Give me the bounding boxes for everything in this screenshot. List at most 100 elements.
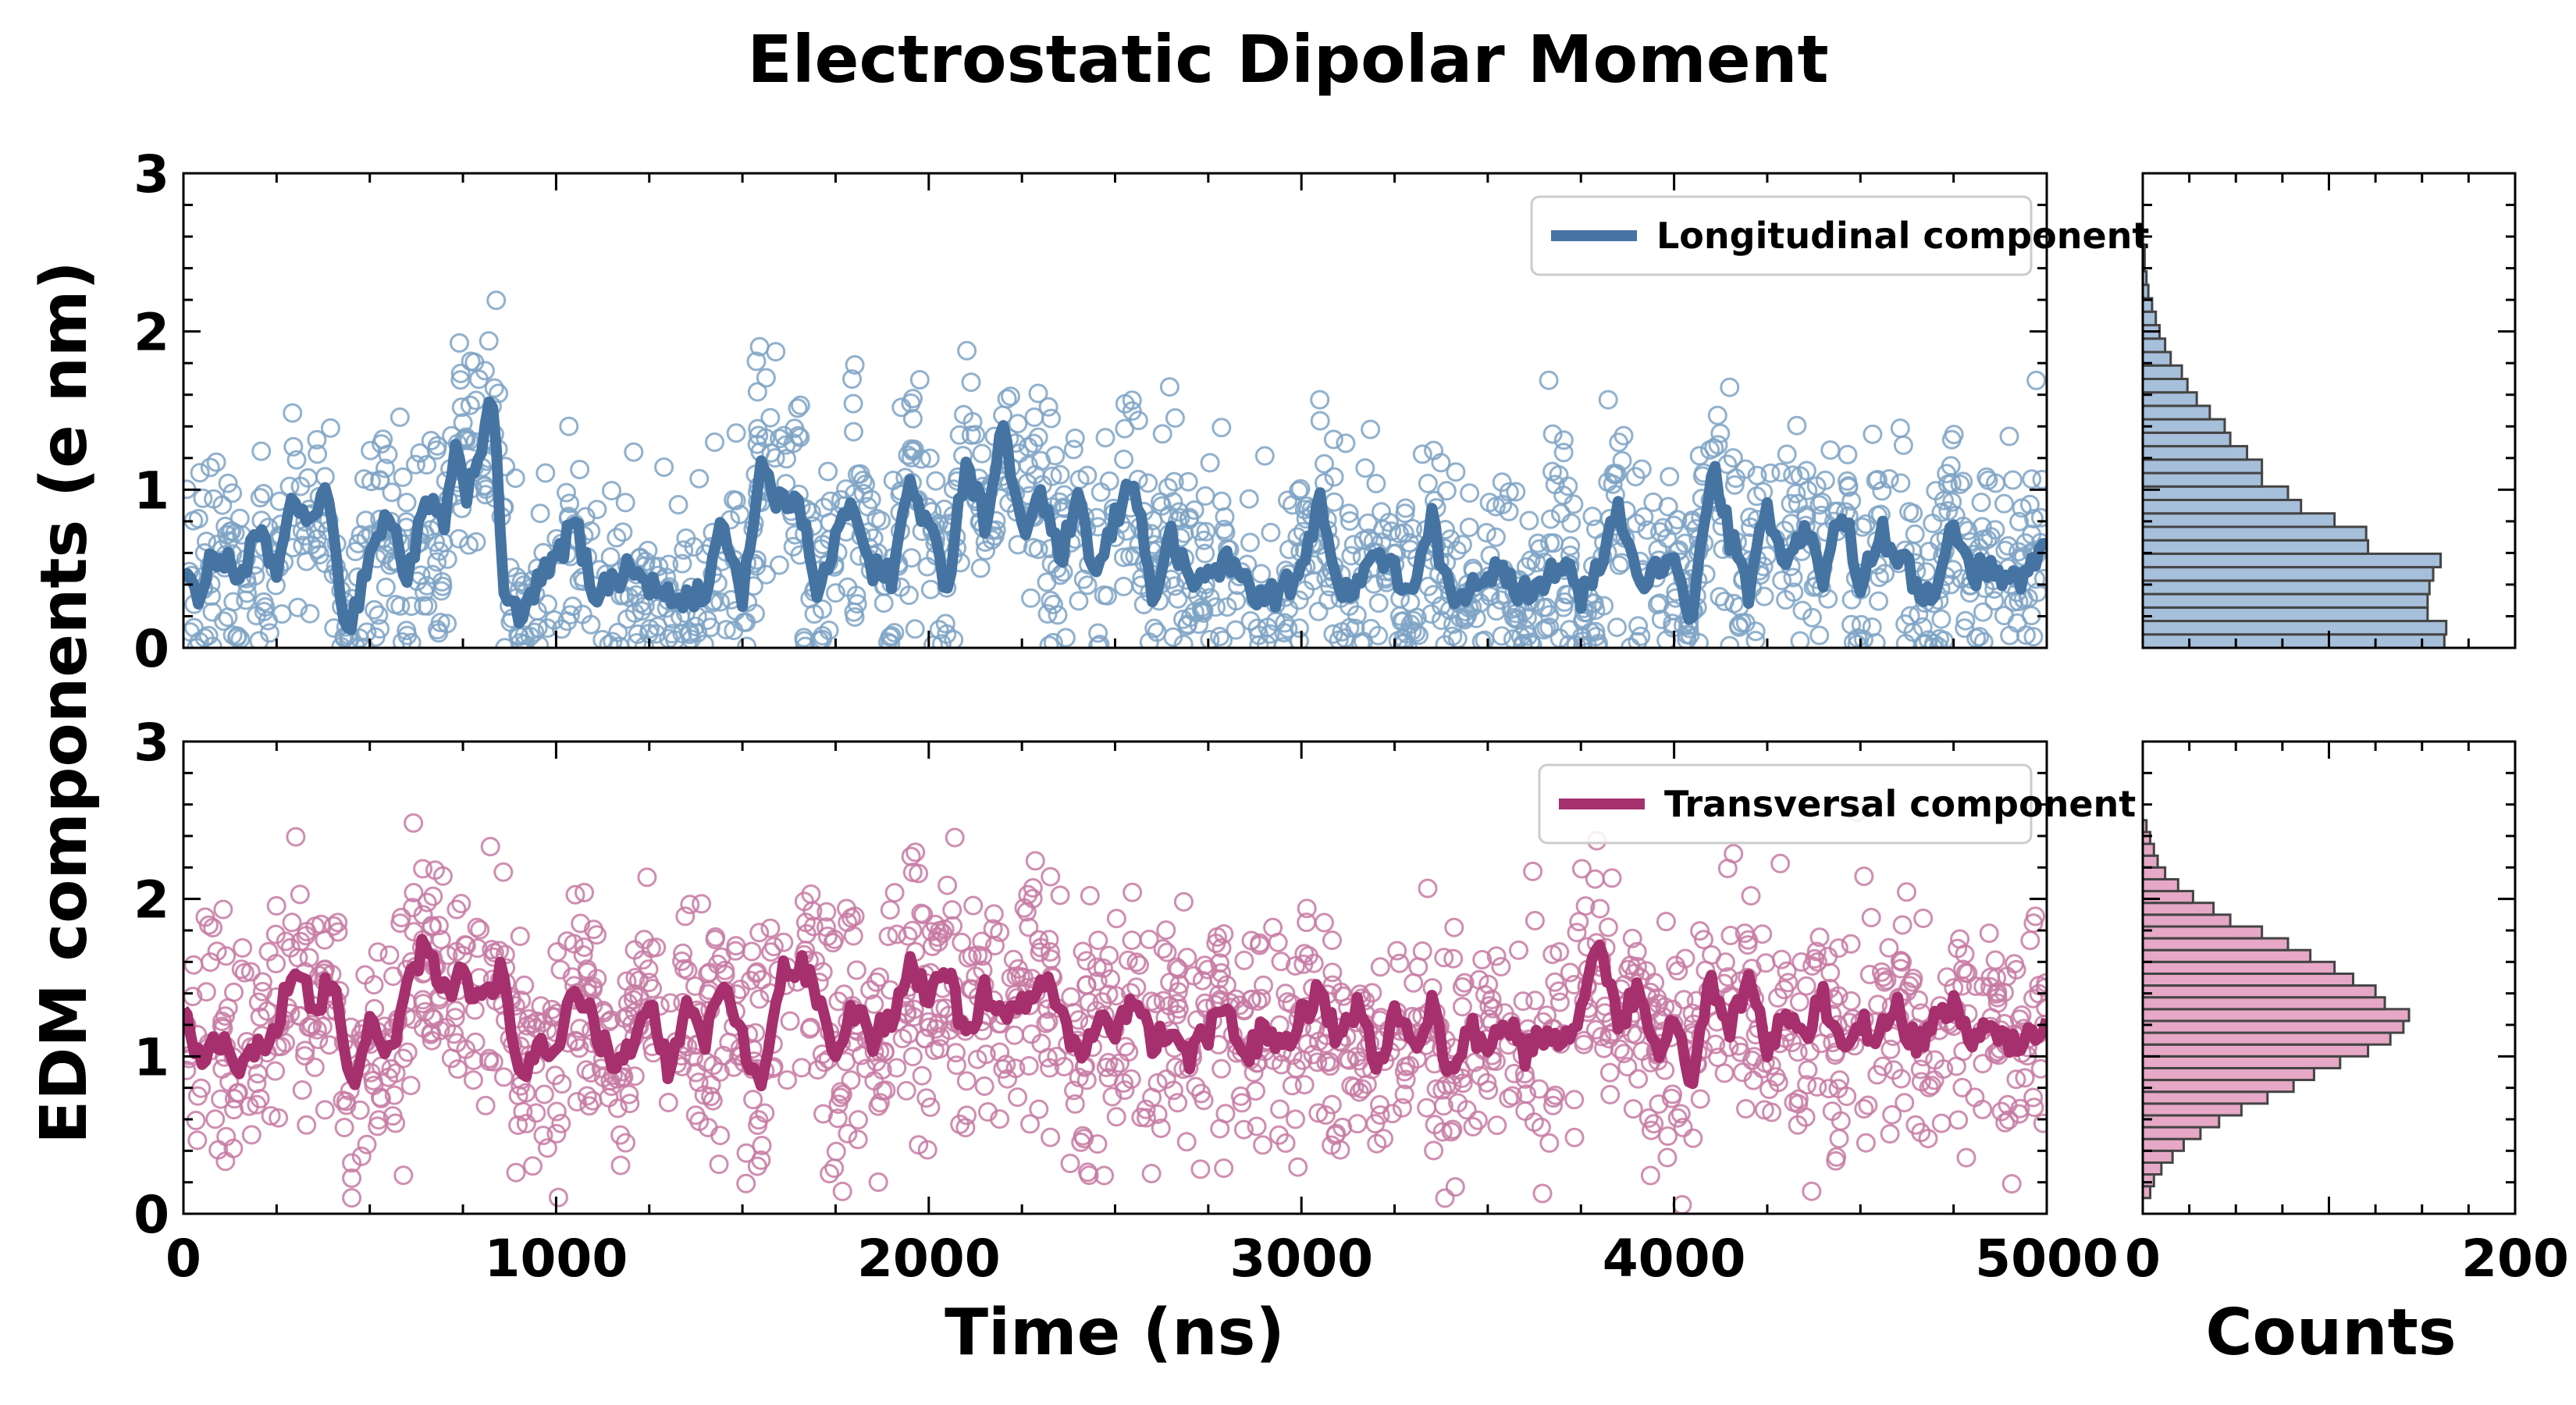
scatter-point bbox=[283, 403, 303, 423]
scatter-point bbox=[410, 443, 430, 463]
scatter-point bbox=[1120, 546, 1140, 567]
scatter-point bbox=[565, 884, 585, 905]
hist-bar bbox=[2141, 404, 2211, 421]
scatter-point bbox=[2015, 1068, 2035, 1088]
scatter-point bbox=[724, 621, 744, 641]
scatter-point bbox=[680, 895, 700, 915]
legend-box bbox=[1530, 195, 2033, 276]
scatter-point bbox=[1088, 930, 1108, 951]
x-tick-label: 2000 bbox=[857, 1229, 1001, 1289]
scatter-point bbox=[1038, 1012, 1059, 1032]
scatter-point bbox=[710, 592, 731, 612]
scatter-point bbox=[1453, 1073, 1473, 1094]
scatter-point bbox=[1144, 618, 1165, 638]
scatter-point bbox=[1877, 970, 1897, 991]
scatter-point bbox=[1637, 520, 1657, 540]
scatter-point bbox=[751, 1150, 771, 1170]
scatter-point bbox=[1339, 503, 1359, 524]
scatter-point bbox=[333, 1090, 353, 1111]
scatter-point bbox=[1138, 473, 1158, 493]
scatter-point bbox=[724, 1057, 744, 1077]
scatter-point bbox=[1772, 571, 1792, 591]
scatter-point bbox=[1830, 1070, 1850, 1090]
scatter-point bbox=[776, 435, 796, 455]
scatter-point bbox=[1041, 866, 1061, 887]
scatter-point bbox=[1168, 589, 1188, 609]
scatter-point bbox=[559, 416, 579, 436]
scatter-point bbox=[1776, 590, 1796, 610]
scatter-point bbox=[1069, 591, 1089, 611]
scatter-point bbox=[535, 463, 556, 483]
scatter-point bbox=[475, 361, 495, 381]
scatter-point bbox=[552, 1074, 572, 1094]
scatter-point bbox=[250, 1007, 270, 1027]
y-tick-label: 2 bbox=[133, 870, 169, 930]
hist-bar bbox=[2141, 1008, 2411, 1023]
scatter-point bbox=[1050, 464, 1070, 485]
scatter-point bbox=[265, 1061, 286, 1081]
scatter-point bbox=[1366, 474, 1386, 493]
scatter-point bbox=[1212, 418, 1232, 438]
scatter-point bbox=[1196, 521, 1216, 542]
scatter-point bbox=[1987, 987, 2008, 1008]
scatter-point bbox=[1640, 1165, 1660, 1186]
scatter-point bbox=[916, 1088, 937, 1108]
scatter-point bbox=[752, 1136, 772, 1155]
scatter-point bbox=[749, 336, 770, 357]
scatter-point bbox=[1550, 992, 1570, 1012]
scatter-point bbox=[379, 945, 400, 966]
scatter-point bbox=[1382, 1104, 1403, 1124]
scatter-point bbox=[1159, 996, 1179, 1016]
scatter-point bbox=[1076, 975, 1097, 995]
scatter-point bbox=[1807, 951, 1827, 972]
transversal-histogram: 0 200 bbox=[2125, 740, 2569, 1289]
scatter-point bbox=[909, 863, 929, 884]
scatter-point bbox=[348, 533, 368, 553]
scatter-point bbox=[1274, 623, 1294, 643]
scatter-point bbox=[1239, 489, 1259, 509]
scatter-point bbox=[510, 633, 530, 648]
scatter-point bbox=[1872, 481, 1892, 501]
scatter-point bbox=[368, 1110, 389, 1130]
scatter-point bbox=[1863, 424, 1883, 444]
scatter-point bbox=[1781, 493, 1801, 514]
scatter-point bbox=[1209, 969, 1229, 989]
scatter-point bbox=[1446, 540, 1467, 560]
scatter-point bbox=[1452, 997, 1472, 1017]
scatter-point bbox=[365, 599, 384, 620]
scatter-point bbox=[913, 905, 934, 925]
scatter-point bbox=[1048, 605, 1068, 625]
scatter-point bbox=[1043, 595, 1063, 614]
scatter-point bbox=[1010, 966, 1030, 987]
scatter-point bbox=[1807, 1076, 1827, 1097]
scatter-point bbox=[480, 837, 500, 857]
scatter-point bbox=[842, 369, 862, 389]
scatter-point bbox=[1827, 1147, 1847, 1167]
scatter-point bbox=[569, 1038, 589, 1058]
scatter-point bbox=[1049, 492, 1069, 512]
y-tick-label: 0 bbox=[133, 619, 169, 679]
scatter-point bbox=[218, 473, 238, 493]
scatter-point bbox=[1723, 448, 1743, 468]
scatter-point bbox=[1910, 1059, 1930, 1080]
scatter-point bbox=[619, 1084, 639, 1104]
scatter-point bbox=[1315, 454, 1334, 474]
scatter-point bbox=[381, 1058, 401, 1079]
scatter-point bbox=[301, 1017, 321, 1037]
scatter-point bbox=[658, 1093, 678, 1112]
scatter-point bbox=[1354, 631, 1373, 648]
scatter-point bbox=[1789, 992, 1809, 1012]
scatter-point bbox=[261, 1106, 281, 1126]
scatter-point bbox=[1880, 1039, 1901, 1059]
scatter-point bbox=[505, 468, 525, 489]
scatter-point bbox=[2030, 507, 2047, 528]
scatter-point bbox=[1736, 1099, 1756, 1119]
scatter-point bbox=[909, 370, 930, 389]
scatter-point bbox=[1787, 415, 1807, 436]
scatter-point bbox=[1553, 486, 1574, 505]
scatter-point bbox=[990, 1109, 1010, 1129]
scatter-point bbox=[1854, 1099, 1874, 1119]
scatter-point bbox=[1740, 507, 1760, 528]
scatter-point bbox=[1206, 934, 1226, 953]
scatter-point bbox=[1541, 509, 1560, 529]
